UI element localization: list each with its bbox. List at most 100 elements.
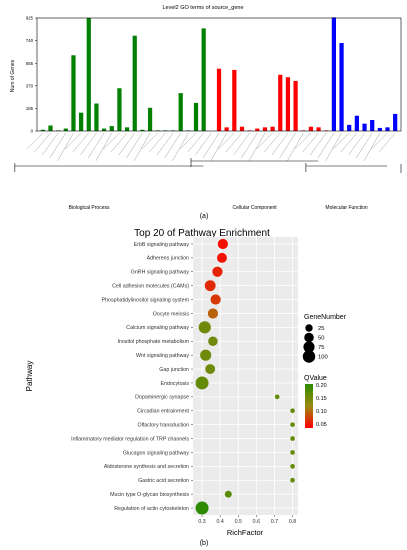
go-category-label <box>95 132 112 162</box>
go-bar <box>339 43 344 131</box>
go-category-label <box>302 132 319 153</box>
go-category-label <box>340 132 358 153</box>
go-category-label <box>294 132 312 150</box>
go-bar <box>170 130 176 131</box>
go-chart-title: Level2 GO terms of source_gene <box>162 5 243 11</box>
pathway-point <box>200 349 212 361</box>
go-bar <box>308 126 314 131</box>
go-category-label <box>133 132 151 162</box>
go-bar <box>385 127 390 131</box>
go-category-label <box>356 132 373 159</box>
go-category-label <box>49 132 66 159</box>
go-group-label: Molecular Function <box>325 205 367 211</box>
pathway-point <box>290 436 295 441</box>
go-bar <box>362 123 367 131</box>
pathway-label: Aldosterone synthesis and secretion <box>104 464 189 470</box>
go-category-label <box>379 132 396 153</box>
go-bar <box>347 124 352 131</box>
pathway-label: Inositol phosphate metabolism <box>117 339 189 345</box>
go-bar <box>324 130 329 131</box>
gene-number-legend-label: 50 <box>318 336 324 342</box>
pathway-label: Gastric acid secretion <box>138 478 189 484</box>
go-category-label <box>333 132 350 150</box>
pathway-enrichment-chart: Top 20 of Pathway Enrichment ErbB signal… <box>25 228 347 547</box>
go-bar <box>331 17 336 131</box>
go-bar <box>393 113 398 131</box>
go-category-label <box>187 132 204 153</box>
go-category-label <box>126 132 143 159</box>
go-bar <box>48 125 53 131</box>
go-category-label <box>202 132 220 159</box>
gene-number-legend-label: 25 <box>318 326 324 332</box>
go-category-label <box>233 132 250 156</box>
go-plot-frame <box>36 17 402 132</box>
pathway-point <box>224 490 232 498</box>
go-bar <box>193 102 199 131</box>
go-bar <box>140 129 145 131</box>
pathway-point <box>210 294 221 305</box>
pathway-point <box>212 266 223 277</box>
pathway-x-tick-label: 0.5 <box>235 519 242 525</box>
pathway-label: Calcium signaling pathway <box>126 325 189 331</box>
go-y-tick-label: 925 <box>26 16 34 21</box>
go-bar <box>40 129 45 131</box>
go-bar <box>71 55 76 131</box>
go-bar <box>239 126 245 131</box>
gene-number-legend-dot <box>304 332 314 343</box>
go-bar <box>147 107 153 131</box>
go-bar <box>124 127 130 131</box>
go-bar <box>370 120 375 131</box>
go-category-label <box>310 132 327 156</box>
go-bar <box>354 115 359 131</box>
go-bar <box>377 127 382 131</box>
go-bar <box>301 130 306 131</box>
go-category-label <box>26 132 43 150</box>
pathway-x-tick-label: 0.8 <box>289 519 296 525</box>
qvalue-legend-label: 0.05 <box>316 422 327 428</box>
go-category-label <box>34 132 51 153</box>
go-group-brackets: Biological Process Cellular Component Mole… <box>14 158 402 211</box>
pathway-label: Endocytosis <box>160 381 189 387</box>
pathway-point <box>290 477 295 483</box>
pathway-point <box>198 321 211 334</box>
go-category-label <box>141 132 158 150</box>
pathway-label: Phosphatidylinositol signaling system <box>102 297 190 303</box>
pathway-label: Regulation of actin cytoskeleton <box>114 506 189 512</box>
pathway-point <box>195 376 209 390</box>
pathway-gridlines <box>193 237 298 515</box>
go-category-label <box>103 132 120 150</box>
go-category-label <box>65 132 82 150</box>
go-category-label <box>225 132 243 153</box>
go-category-label <box>172 132 189 162</box>
go-bar <box>316 127 321 131</box>
pathway-label: Adherens junction <box>147 256 189 262</box>
go-category-label <box>156 132 174 156</box>
go-bar <box>285 77 291 131</box>
gene-number-legend-title: GeneNumber <box>304 314 347 321</box>
pathway-label: Dopaminergic synapse <box>135 395 189 401</box>
go-category-label <box>57 132 74 162</box>
go-bar <box>109 126 114 131</box>
pathway-label: Gap junction <box>159 367 189 373</box>
go-category-label <box>371 132 388 150</box>
gene-number-legend-dot <box>303 341 315 353</box>
go-bar <box>132 35 137 131</box>
pathway-label: Glucagon signaling pathway <box>123 450 190 456</box>
go-group-label: Biological Process <box>69 205 110 211</box>
go-category-label <box>110 132 128 153</box>
go-group-label: Cellular Component <box>233 205 278 211</box>
go-bar-chart: Level2 GO terms of source_gene Num of Ge… <box>10 5 402 220</box>
go-category-label <box>210 132 227 162</box>
go-category-label <box>80 132 97 156</box>
go-category-label <box>325 132 342 162</box>
go-bar <box>94 103 99 131</box>
go-bar <box>79 112 84 131</box>
gene-number-legend: GeneNumber 25 50 75 100 <box>302 314 347 363</box>
pathway-x-tick-label: 0.4 <box>216 519 223 525</box>
go-category-label <box>72 132 89 153</box>
go-bar <box>293 80 298 131</box>
go-bar <box>216 68 222 131</box>
pathway-label: Oocyte meiosis <box>153 311 190 317</box>
pathway-plot-panel <box>193 237 298 515</box>
